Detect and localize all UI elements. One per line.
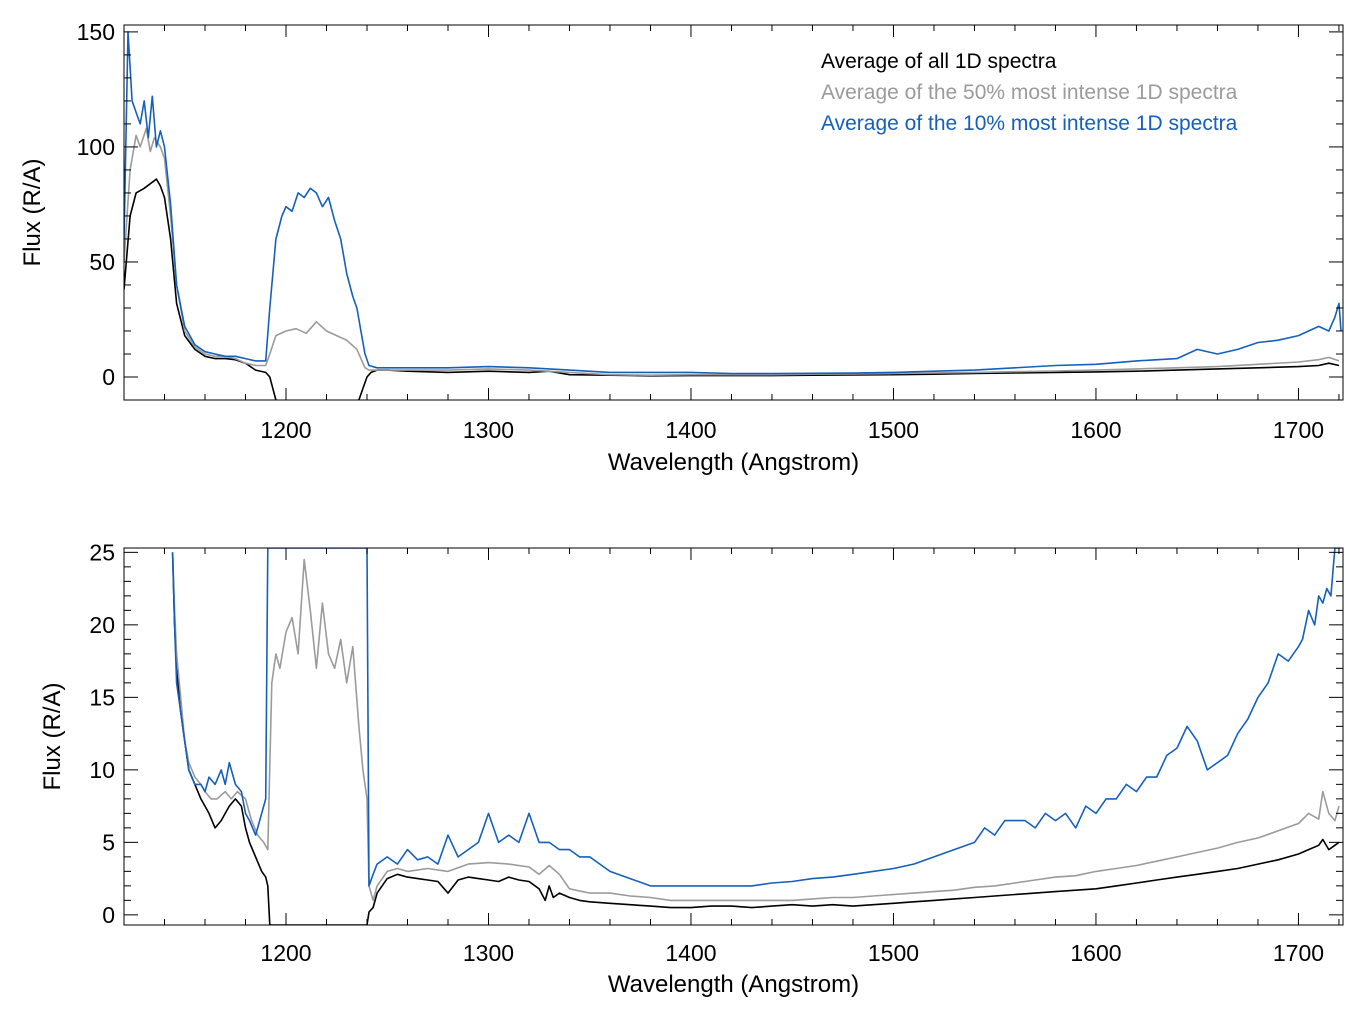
- bottom-y-tick-label-20: 20: [89, 612, 115, 638]
- top-panel: 1200 1300 1400 1500 1600 1700 0 50 100 150 Wavele…: [19, 19, 1344, 476]
- bottom-plot-frame: [123, 547, 1344, 926]
- bottom-x-tick-label-1600: 1600: [1070, 940, 1121, 966]
- top-series-average-of-the-10-most-intense-1d-spectra: [124, 31, 1342, 375]
- bottom-panel: 1200 1300 1400 1500 1600 1700 0 5 10 15 20 25 Wavel…: [39, 539, 1344, 998]
- bottom-series-average-of-the-50-most-intense-1d-spectra: [171, 552, 1340, 902]
- bottom-series-layer: [171, 548, 1341, 925]
- top-y-axis-title: Flux (R/A): [19, 159, 46, 267]
- bottom-y-axis-title: Flux (R/A): [39, 683, 66, 791]
- bottom-x-axis-title: Wavelength (Angstrom): [608, 971, 859, 998]
- bottom-y-tick-label-0: 0: [102, 902, 115, 928]
- top-x-axis-title: Wavelength (Angstrom): [608, 449, 859, 476]
- top-x-tick-label-1700: 1700: [1273, 417, 1324, 443]
- bottom-y-tick-label-5: 5: [102, 829, 115, 855]
- top-y-tick-label-0: 0: [102, 364, 115, 390]
- top-series-average-of-the-50-most-intense-1d-spectra: [124, 127, 1340, 377]
- top-x-tick-label-1400: 1400: [665, 417, 716, 443]
- top-series-layer: [124, 31, 1342, 400]
- legend: Average of all 1D spectra Average of the…: [821, 50, 1238, 135]
- bottom-ticks: [123, 548, 1343, 925]
- bottom-x-tick-label-1400: 1400: [665, 940, 716, 966]
- bottom-y-tick-label-25: 25: [89, 539, 115, 565]
- bottom-y-tick-label-15: 15: [89, 684, 115, 710]
- top-x-tick-label-1500: 1500: [868, 417, 919, 443]
- bottom-x-tick-label-1300: 1300: [463, 940, 514, 966]
- bottom-y-tick-label-10: 10: [89, 757, 115, 783]
- top-x-tick-label-1200: 1200: [260, 417, 311, 443]
- top-plot-frame: [123, 24, 1344, 401]
- bottom-x-tick-label-1500: 1500: [868, 940, 919, 966]
- bottom-x-tick-label-1700: 1700: [1273, 940, 1324, 966]
- bottom-series-average-of-all-1d-spectra: [171, 552, 1340, 925]
- bottom-series-average-of-the-10-most-intense-1d-spectra: [171, 548, 1341, 887]
- bottom-x-tick-label-1200: 1200: [260, 940, 311, 966]
- top-tick-labels: 1200 1300 1400 1500 1600 1700 0 50 100 150: [77, 19, 1324, 443]
- legend-entry-top10: Average of the 10% most intense 1D spect…: [821, 112, 1238, 135]
- bottom-tick-labels: 1200 1300 1400 1500 1600 1700 0 5 10 15 20 25: [89, 539, 1324, 966]
- top-x-tick-label-1600: 1600: [1070, 417, 1121, 443]
- legend-entry-all: Average of all 1D spectra: [821, 50, 1057, 73]
- top-y-tick-label-50: 50: [89, 249, 115, 275]
- top-ticks: [123, 25, 1343, 401]
- top-y-tick-label-150: 150: [77, 19, 115, 45]
- top-x-tick-label-1300: 1300: [463, 417, 514, 443]
- legend-entry-top50: Average of the 50% most intense 1D spect…: [821, 81, 1238, 104]
- top-series-average-of-all-1d-spectra: [124, 178, 1340, 400]
- top-y-tick-label-100: 100: [77, 134, 115, 160]
